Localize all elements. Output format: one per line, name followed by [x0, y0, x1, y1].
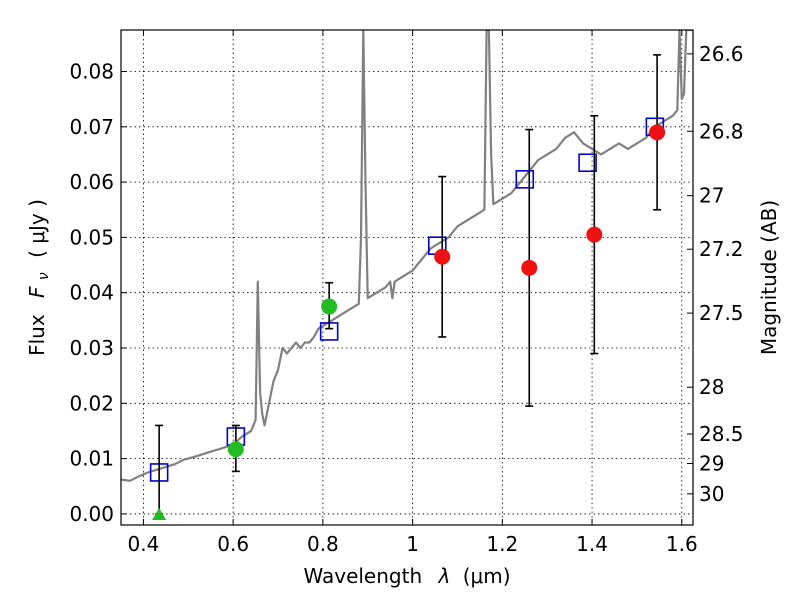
y-axis-label-sub: ν: [36, 272, 52, 280]
y2-tick-label: 27: [699, 184, 724, 208]
x-tick-label: 0.6: [217, 532, 249, 556]
y-tick-label: 0.03: [69, 336, 114, 360]
optical-detection-point: [227, 441, 244, 458]
y-axis-label: Flux F ν ( μJy ): [25, 199, 53, 356]
y-tick-label: 0.00: [69, 502, 114, 526]
ticks-layer: 0.4 0.6 0.8 1 1.2 1.4 1.6 0.00 0.01 0.02 0.03 0.04 0…: [69, 30, 744, 556]
model-spectrum-line: [121, 30, 693, 482]
y-tick-label: 0.08: [69, 59, 114, 83]
y-axis-label-prefix: Flux: [25, 314, 49, 356]
x-tick-label: 0.4: [128, 532, 160, 556]
nir-detection-point: [586, 226, 603, 243]
y-tick-label: 0.01: [69, 447, 114, 471]
model-layer: [121, 30, 693, 482]
nir-detection-point: [521, 259, 538, 276]
x-tick-label: 1.2: [486, 532, 518, 556]
y2-tick-label: 30: [699, 482, 724, 506]
y-tick-label: 0.04: [69, 281, 114, 305]
y-axis-label-symbol: F: [25, 286, 49, 298]
x-tick-label: 1: [406, 532, 419, 556]
y2-tick-label: 28: [699, 375, 724, 399]
x-axis-label: Wavelength λ (μm): [303, 564, 510, 588]
y2-tick-label: 29: [699, 451, 724, 475]
y-tick-label: 0.06: [69, 170, 114, 194]
x-tick-label: 1.4: [576, 532, 608, 556]
y2-tick-label: 28.5: [699, 422, 744, 446]
y-tick-label: 0.07: [69, 115, 114, 139]
y2-tick-label: 27.2: [699, 237, 744, 261]
nir-detection-point: [649, 124, 666, 141]
model-photometry-square: [515, 170, 535, 189]
model-photometry-square: [578, 153, 597, 173]
optical-detection-triangle: [152, 507, 167, 520]
optical-detection-point: [321, 298, 338, 315]
x-axis-label-unit: (μm): [463, 564, 511, 588]
x-tick-label: 0.8: [307, 532, 339, 556]
x-tick-label: 1.6: [666, 532, 698, 556]
y-tick-label: 0.05: [69, 225, 114, 249]
labels-layer: Wavelength λ (μm) Flux F ν ( μJy ) Magni…: [25, 199, 781, 588]
plot-frame: [120, 29, 694, 526]
y-tick-label: 0.02: [69, 391, 114, 415]
y2-axis-label: Magnitude (AB): [757, 200, 781, 355]
y2-tick-label: 26.8: [699, 119, 744, 143]
x-axis-label-prefix: Wavelength: [303, 564, 422, 588]
grid-layer: [121, 30, 693, 525]
x-axis-label-symbol: λ: [438, 564, 451, 588]
nir-detection-point: [434, 248, 451, 265]
y2-tick-label: 27.5: [699, 301, 744, 325]
y-axis-label-unit: ( μJy ): [25, 199, 49, 258]
points-layer: [149, 54, 666, 520]
y2-tick-label: 26.6: [699, 42, 744, 66]
